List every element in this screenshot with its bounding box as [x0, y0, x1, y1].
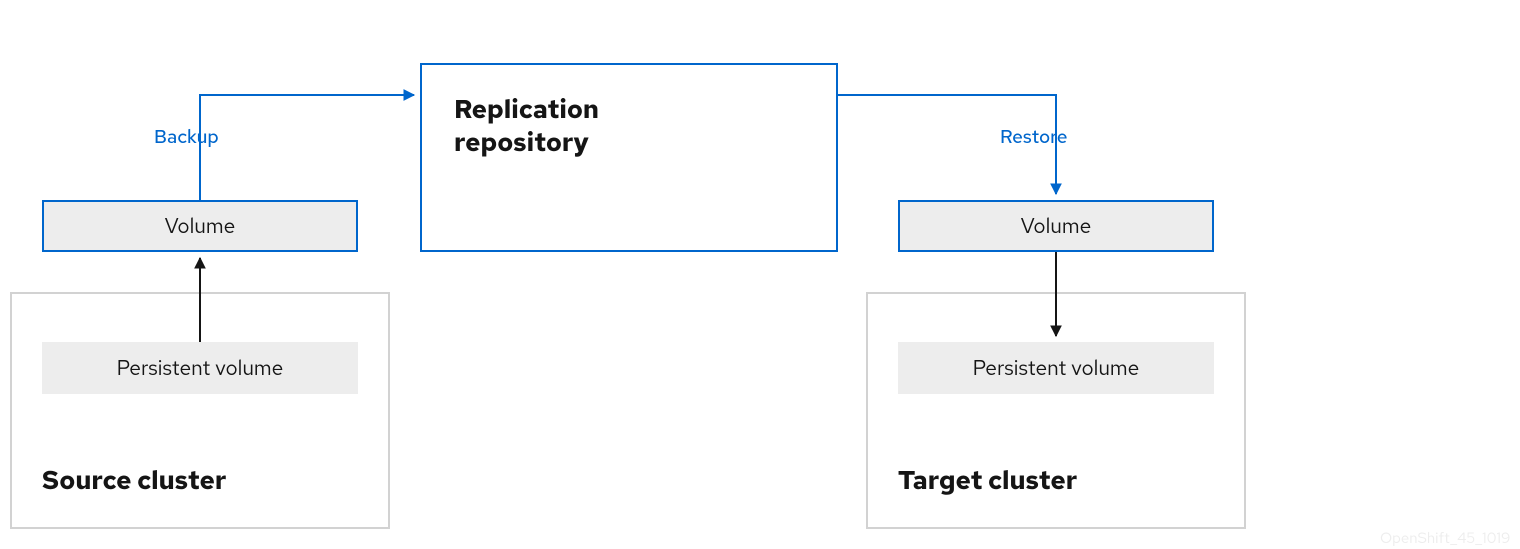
source-cluster-box: Source cluster: [10, 292, 390, 529]
source-volume-box: Volume: [42, 200, 358, 252]
source-persistent-volume-label: Persistent volume: [117, 355, 284, 382]
target-volume-box: Volume: [898, 200, 1214, 252]
replication-repository-label: Replication repository: [454, 93, 599, 158]
restore-edge-label: Restore: [1000, 124, 1068, 149]
source-persistent-volume-box: Persistent volume: [42, 342, 358, 394]
target-persistent-volume-box: Persistent volume: [898, 342, 1214, 394]
watermark-text: OpenShift_45_1019: [1380, 528, 1510, 548]
source-cluster-title: Source cluster: [42, 463, 226, 497]
target-cluster-box: Target cluster: [866, 292, 1246, 529]
backup-edge-label: Backup: [154, 124, 219, 149]
source-volume-label: Volume: [165, 213, 236, 240]
target-volume-label: Volume: [1021, 213, 1092, 240]
target-cluster-title: Target cluster: [898, 463, 1077, 497]
target-persistent-volume-label: Persistent volume: [973, 355, 1140, 382]
replication-repository-box: Replication repository: [420, 63, 838, 252]
